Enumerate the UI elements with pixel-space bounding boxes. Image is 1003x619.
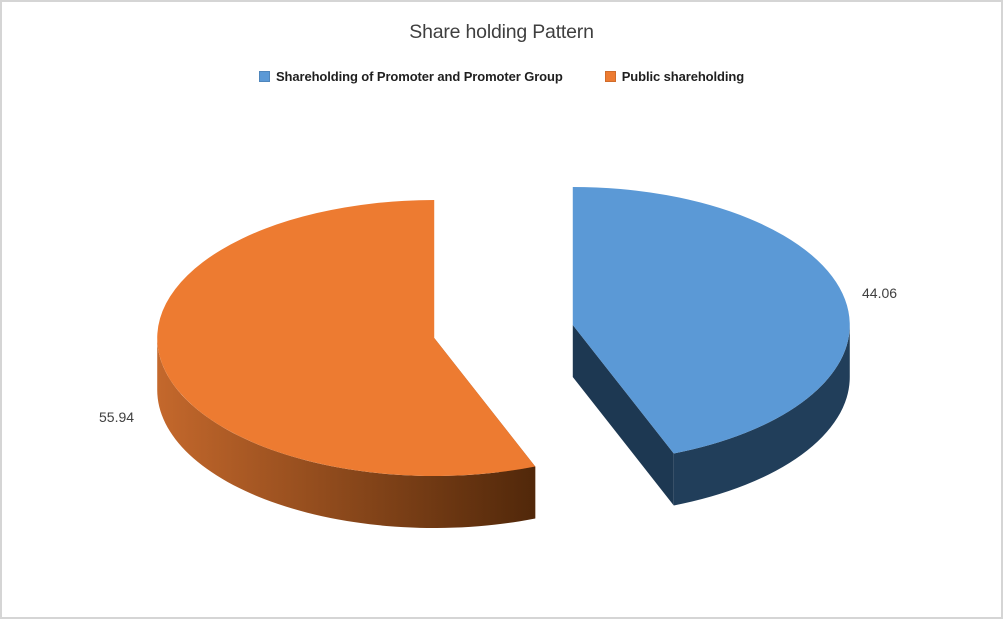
legend-swatch-orange-icon — [604, 71, 616, 82]
legend-item-promoter: Shareholding of Promoter and Promoter Gr… — [258, 69, 563, 84]
legend-swatch-blue-icon — [258, 71, 270, 82]
data-label-promoter: 44.06 — [862, 285, 898, 301]
legend-item-public: Public shareholding — [604, 69, 745, 84]
legend-label-promoter: Shareholding of Promoter and Promoter Gr… — [275, 69, 563, 84]
data-label-public: 55.94 — [99, 409, 135, 425]
chart-title: Share holding Pattern — [409, 21, 594, 43]
legend-label-public: Public shareholding — [621, 69, 745, 84]
legend: Shareholding of Promoter and Promoter Gr… — [2, 69, 1001, 84]
